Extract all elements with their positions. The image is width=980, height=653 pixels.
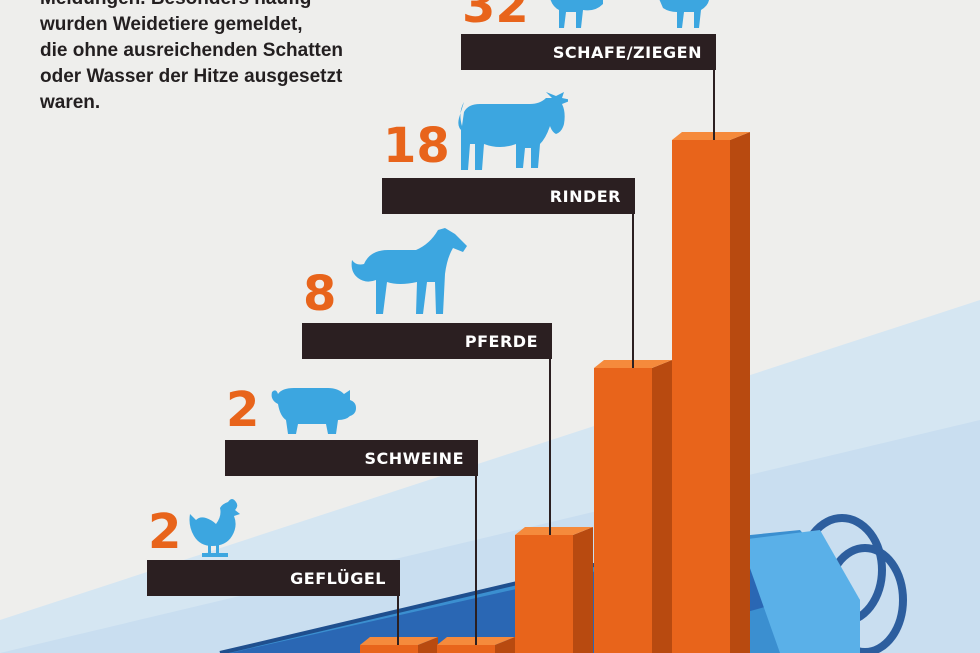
value-label-pferde: 8 <box>303 266 337 322</box>
cow-icon <box>458 92 568 170</box>
sheep-goat-icon <box>550 0 709 28</box>
category-label-schweine: SCHWEINE <box>225 440 478 476</box>
connectors-group <box>397 70 715 645</box>
intro-line: oder Wasser der Hitze ausgesetzt <box>40 66 343 87</box>
intro-line: Meldungen. Besonders häufig <box>40 0 420 12</box>
value-label-gefluegel: 2 <box>148 504 182 560</box>
chicken-icon <box>189 499 240 557</box>
horse-icon <box>351 228 467 314</box>
intro-line: wurden Weidetiere gemeldet, <box>40 14 303 35</box>
bar-pferde <box>515 527 593 653</box>
category-label-schafe-ziegen: SCHAFE/ZIEGEN <box>461 34 716 70</box>
intro-line: die ohne ausreichenden Schatten <box>40 40 344 61</box>
value-label-schafe-ziegen: 32 <box>462 0 529 34</box>
pig-icon <box>271 388 356 434</box>
value-label-rinder: 18 <box>383 118 450 174</box>
category-label-gefluegel: GEFLÜGEL <box>147 560 400 596</box>
bar-rinder <box>594 360 672 653</box>
bar-schafe-ziegen <box>672 132 750 653</box>
intro-text: Meldungen. Besonders häufig wurden Weide… <box>40 0 420 116</box>
value-label-schweine: 2 <box>226 382 260 438</box>
category-label-rinder: RINDER <box>382 178 635 214</box>
intro-line: waren. <box>40 92 101 113</box>
category-label-pferde: PFERDE <box>302 323 552 359</box>
